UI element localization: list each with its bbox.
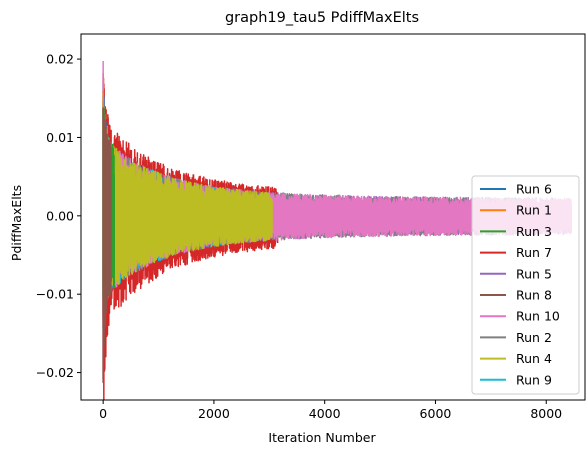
x-tick-label: 6000 xyxy=(420,406,452,421)
y-tick-label: −0.02 xyxy=(36,365,74,380)
x-tick-label: 8000 xyxy=(530,406,562,421)
legend-label: Run 10 xyxy=(516,309,560,324)
x-tick-label: 4000 xyxy=(309,406,341,421)
y-axis: −0.02 −0.01 0.00 0.01 0.02 xyxy=(36,52,81,380)
x-tick-label: 2000 xyxy=(198,406,230,421)
x-tick-label: 0 xyxy=(99,406,107,421)
legend-label: Run 9 xyxy=(516,372,552,387)
y-tick-label: 0.00 xyxy=(46,208,74,223)
legend-label: Run 6 xyxy=(516,182,552,197)
legend-label: Run 1 xyxy=(516,203,552,218)
legend-label: Run 3 xyxy=(516,224,552,239)
x-axis-label: Iteration Number xyxy=(268,430,376,445)
legend-label: Run 2 xyxy=(516,330,552,345)
legend-label: Run 8 xyxy=(516,288,552,303)
y-axis-label: PdiffMaxElts xyxy=(9,185,24,261)
x-axis: 0 2000 4000 6000 8000 xyxy=(99,400,562,421)
legend-label: Run 4 xyxy=(516,351,552,366)
y-tick-label: 0.01 xyxy=(46,130,74,145)
y-tick-label: −0.01 xyxy=(36,287,74,302)
chart-title: graph19_tau5 PdiffMaxElts xyxy=(225,10,419,26)
legend-label: Run 7 xyxy=(516,245,552,260)
legend-label: Run 5 xyxy=(516,266,552,281)
legend: Run 6 Run 1 Run 3 Run 7 Run 5 Run 8 Run 10 Run … xyxy=(472,176,579,394)
series-line-run-8 xyxy=(103,108,111,382)
y-tick-label: 0.02 xyxy=(46,52,74,67)
